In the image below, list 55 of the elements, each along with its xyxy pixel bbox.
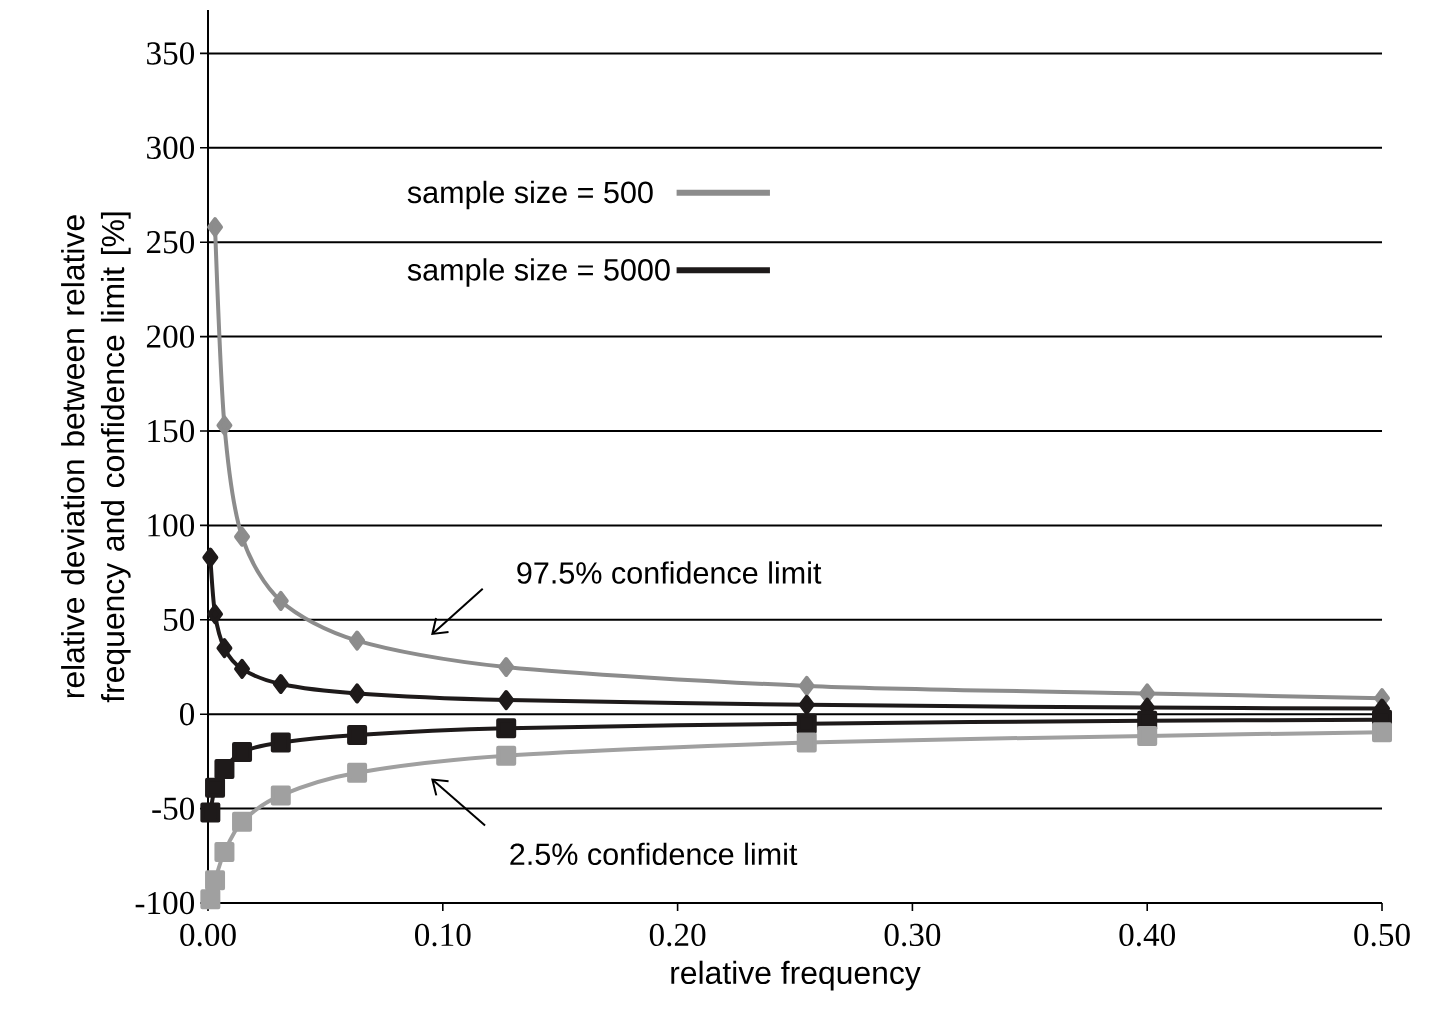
y-tick-label: -100 — [135, 891, 195, 915]
point — [1137, 725, 1158, 746]
y-tick-label: 150 — [148, 419, 195, 443]
point — [270, 785, 291, 806]
x-tick-label: 0.40 — [1119, 923, 1175, 947]
x-axis-title: relative frequency — [671, 960, 921, 991]
point — [798, 675, 815, 696]
point — [234, 526, 251, 547]
point — [232, 741, 253, 762]
point — [498, 657, 515, 678]
point — [270, 732, 291, 753]
point — [234, 658, 251, 679]
point — [207, 604, 224, 625]
annotation: 2.5% confidence limit — [510, 842, 798, 866]
y-tick-label: -50 — [152, 797, 195, 820]
y-axis-title: relative deviation between relative frequency and confidence limit [%] — [61, 212, 131, 703]
point — [214, 758, 235, 779]
point — [272, 590, 289, 611]
point — [347, 724, 368, 745]
point — [216, 638, 233, 659]
y-tick-label: 300 — [147, 136, 195, 160]
legend-label: sample size = 500 — [407, 180, 653, 210]
point — [496, 718, 517, 739]
point — [347, 762, 368, 783]
point — [349, 630, 366, 651]
point — [272, 673, 289, 694]
y-tick-label: 250 — [146, 231, 195, 254]
point — [232, 811, 253, 832]
y-tick-label: 200 — [146, 325, 195, 348]
point — [798, 694, 815, 715]
point — [349, 683, 366, 704]
point — [214, 842, 235, 863]
point — [796, 713, 817, 734]
point — [205, 870, 226, 891]
point — [796, 732, 817, 753]
annotation: 97.5% confidence limit — [517, 561, 822, 584]
point — [496, 745, 517, 766]
y-tick-label: 50 — [164, 608, 195, 632]
y-tick-label: 350 — [147, 42, 195, 65]
point — [200, 889, 221, 910]
point — [498, 690, 515, 711]
point — [205, 777, 226, 798]
point — [200, 802, 221, 823]
point — [1372, 722, 1393, 743]
x-tick-label: 0.10 — [415, 923, 471, 947]
point — [207, 217, 224, 238]
point — [202, 547, 219, 568]
y-tick-label: 0 — [179, 703, 195, 726]
x-tick-label: 0.20 — [649, 923, 706, 947]
x-tick-label: 0.30 — [884, 923, 941, 947]
legend-label: sample size = 5000 — [407, 258, 670, 287]
x-tick-label: 0.50 — [1354, 923, 1410, 947]
point — [216, 415, 233, 436]
y-tick-label: 100 — [148, 514, 195, 537]
x-tick-label: 0.00 — [180, 923, 236, 947]
